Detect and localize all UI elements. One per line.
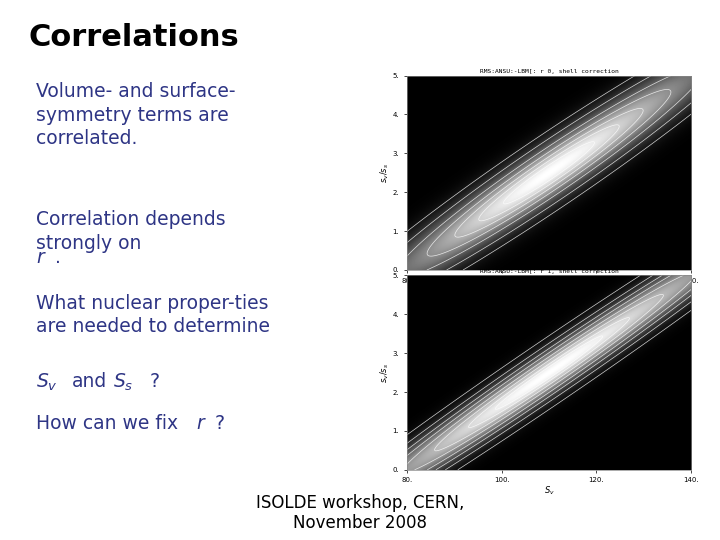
Text: Correlation depends
strongly on: Correlation depends strongly on (36, 210, 225, 253)
Title: RMS:ANSU:-LBM[: r 1, shell correction: RMS:ANSU:-LBM[: r 1, shell correction (480, 268, 618, 274)
Text: .: . (55, 248, 61, 267)
Text: Correlations: Correlations (29, 23, 240, 52)
X-axis label: $S_v$: $S_v$ (544, 485, 554, 497)
Text: ?: ? (215, 414, 224, 433)
X-axis label: $S_v$: $S_v$ (544, 285, 554, 298)
Text: r: r (196, 414, 204, 433)
Text: Volume- and surface-
symmetry terms are
correlated.: Volume- and surface- symmetry terms are … (36, 82, 235, 148)
Text: and: and (72, 372, 107, 391)
Text: How can we fix: How can we fix (36, 414, 184, 433)
Text: ?: ? (150, 372, 159, 391)
Y-axis label: $s_v / s_s$: $s_v / s_s$ (379, 163, 391, 183)
Text: What nuclear proper-ties
are needed to determine: What nuclear proper-ties are needed to d… (36, 294, 270, 336)
Text: ISOLDE workshop, CERN,
November 2008: ISOLDE workshop, CERN, November 2008 (256, 494, 464, 532)
Text: r: r (36, 248, 44, 267)
Title: RMS:ANSU:-LBM[: r 0, shell correction: RMS:ANSU:-LBM[: r 0, shell correction (480, 69, 618, 74)
Text: $S_v$: $S_v$ (36, 372, 58, 393)
Y-axis label: $s_v / s_s$: $s_v / s_s$ (379, 362, 391, 383)
Text: $S_s$: $S_s$ (114, 372, 134, 393)
